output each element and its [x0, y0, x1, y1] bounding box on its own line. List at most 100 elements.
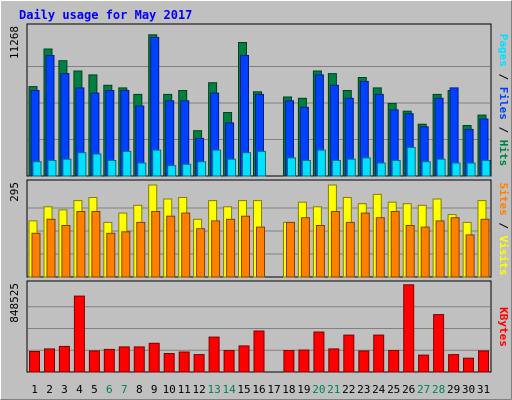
bar-pages-day-1 — [32, 161, 42, 177]
bar-sites-day-5 — [91, 211, 101, 278]
chart-panels: 11268 Pages / Files / Hits 295 Sites / Visi… — [8, 23, 510, 373]
bar-sites-day-1 — [31, 232, 41, 278]
bar-sites-day-25 — [390, 211, 400, 278]
bar-pages-day-5 — [92, 153, 102, 177]
bar-kbytes-day-14 — [223, 350, 235, 373]
x-tick-label: 13 — [207, 383, 220, 396]
x-tick-label: 14 — [222, 383, 236, 396]
x-tick-label: 16 — [252, 383, 265, 396]
bar-kbytes-day-21 — [328, 348, 340, 373]
bar-sites-day-3 — [61, 225, 71, 278]
bar-sites-day-19 — [300, 217, 310, 278]
bar-sites-day-24 — [375, 217, 385, 278]
bar-kbytes-day-22 — [343, 334, 355, 373]
bar-kbytes-day-9 — [148, 342, 160, 373]
legend-sites: Sites — [497, 183, 510, 216]
bar-pages-day-16 — [257, 150, 266, 177]
bar-kbytes-day-28 — [433, 314, 445, 373]
bar-kbytes-day-8 — [133, 346, 145, 373]
legend-separator: / — [497, 120, 510, 140]
x-tick-label: 29 — [447, 383, 460, 396]
x-tick-label: 22 — [342, 383, 355, 396]
bar-sites-day-31 — [480, 218, 490, 278]
y-max-label: 295 — [8, 182, 21, 202]
bar-kbytes-day-20 — [313, 331, 325, 373]
x-tick-label: 6 — [106, 383, 113, 396]
x-tick-label: 12 — [192, 383, 205, 396]
bar-pages-day-7 — [122, 150, 132, 177]
bar-pages-day-30 — [466, 162, 476, 177]
x-tick-label: 25 — [387, 383, 400, 396]
bar-pages-day-8 — [137, 162, 147, 177]
bar-sites-day-13 — [211, 220, 221, 278]
x-tick-label: 18 — [282, 383, 295, 396]
x-tick-label: 4 — [76, 383, 83, 396]
bar-sites-day-7 — [121, 231, 131, 278]
bar-pages-day-18 — [287, 157, 296, 177]
x-tick-label: 21 — [327, 383, 340, 396]
bar-sites-day-11 — [181, 212, 191, 278]
bar-pages-day-26 — [406, 147, 416, 177]
bar-pages-day-19 — [301, 160, 311, 177]
x-tick-label: 17 — [267, 383, 280, 396]
series-legend: Sites / Visits — [497, 183, 510, 276]
bar-sites-day-15 — [241, 215, 250, 278]
bar-kbytes-day-2 — [44, 348, 55, 373]
bar-kbytes-day-4 — [73, 295, 85, 373]
bar-kbytes-day-3 — [58, 345, 70, 373]
bar-sites-day-28 — [435, 220, 445, 278]
series-legend: KBytes — [497, 307, 510, 347]
bar-kbytes-day-19 — [298, 349, 310, 373]
bar-sites-day-14 — [226, 218, 236, 278]
bar-pages-day-28 — [436, 158, 446, 177]
bar-pages-day-27 — [421, 161, 431, 177]
x-tick-label: 1 — [31, 383, 38, 396]
bar-pages-day-13 — [212, 149, 222, 177]
x-tick-label: 30 — [462, 383, 475, 396]
legend-separator: / — [497, 67, 510, 87]
panel-1: 11268 Pages / Files / Hits — [8, 23, 510, 177]
bar-sites-day-16 — [256, 226, 265, 278]
bar-pages-day-2 — [47, 160, 57, 177]
bar-sites-day-26 — [405, 225, 415, 278]
bar-pages-day-12 — [197, 161, 207, 177]
bar-pages-day-31 — [481, 160, 491, 177]
x-tick-label: 27 — [417, 383, 430, 396]
bar-kbytes-day-7 — [118, 346, 130, 373]
series-legend: Pages / Files / Hits — [497, 34, 510, 167]
bar-kbytes-day-23 — [358, 350, 370, 373]
legend-files: Files — [497, 87, 510, 120]
x-tick-label: 19 — [297, 383, 310, 396]
x-tick-label: 23 — [357, 383, 370, 396]
chart-title: Daily usage for May 2017 — [19, 8, 192, 22]
bar-pages-day-6 — [107, 160, 117, 177]
bar-kbytes-day-6 — [103, 348, 115, 373]
x-tick-label: 9 — [151, 383, 158, 396]
bar-sites-day-9 — [151, 211, 161, 278]
bar-pages-day-15 — [242, 152, 251, 177]
x-tick-label: 10 — [163, 383, 176, 396]
bar-kbytes-day-10 — [163, 353, 175, 373]
bar-kbytes-day-31 — [478, 350, 489, 373]
bar-pages-day-11 — [182, 163, 192, 177]
bar-sites-day-10 — [166, 215, 176, 278]
bar-sites-day-27 — [420, 226, 430, 278]
panel-2: 295 Sites / Visits — [8, 179, 510, 278]
bar-kbytes-day-5 — [88, 350, 100, 373]
bar-pages-day-3 — [62, 158, 72, 177]
legend-visits: Visits — [497, 236, 510, 276]
bar-sites-day-2 — [46, 218, 56, 278]
bar-kbytes-day-1 — [29, 351, 40, 373]
bar-pages-day-23 — [361, 157, 371, 177]
x-tick-label: 24 — [372, 383, 386, 396]
bar-kbytes-day-26 — [403, 284, 415, 373]
bar-pages-day-4 — [77, 152, 87, 177]
bar-sites-day-4 — [76, 211, 86, 278]
legend-separator: / — [497, 216, 510, 236]
bar-sites-day-12 — [196, 228, 206, 278]
bar-kbytes-day-27 — [418, 354, 430, 373]
bar-pages-day-14 — [227, 158, 237, 177]
bar-kbytes-day-18 — [283, 350, 295, 373]
bar-pages-day-25 — [391, 160, 401, 177]
